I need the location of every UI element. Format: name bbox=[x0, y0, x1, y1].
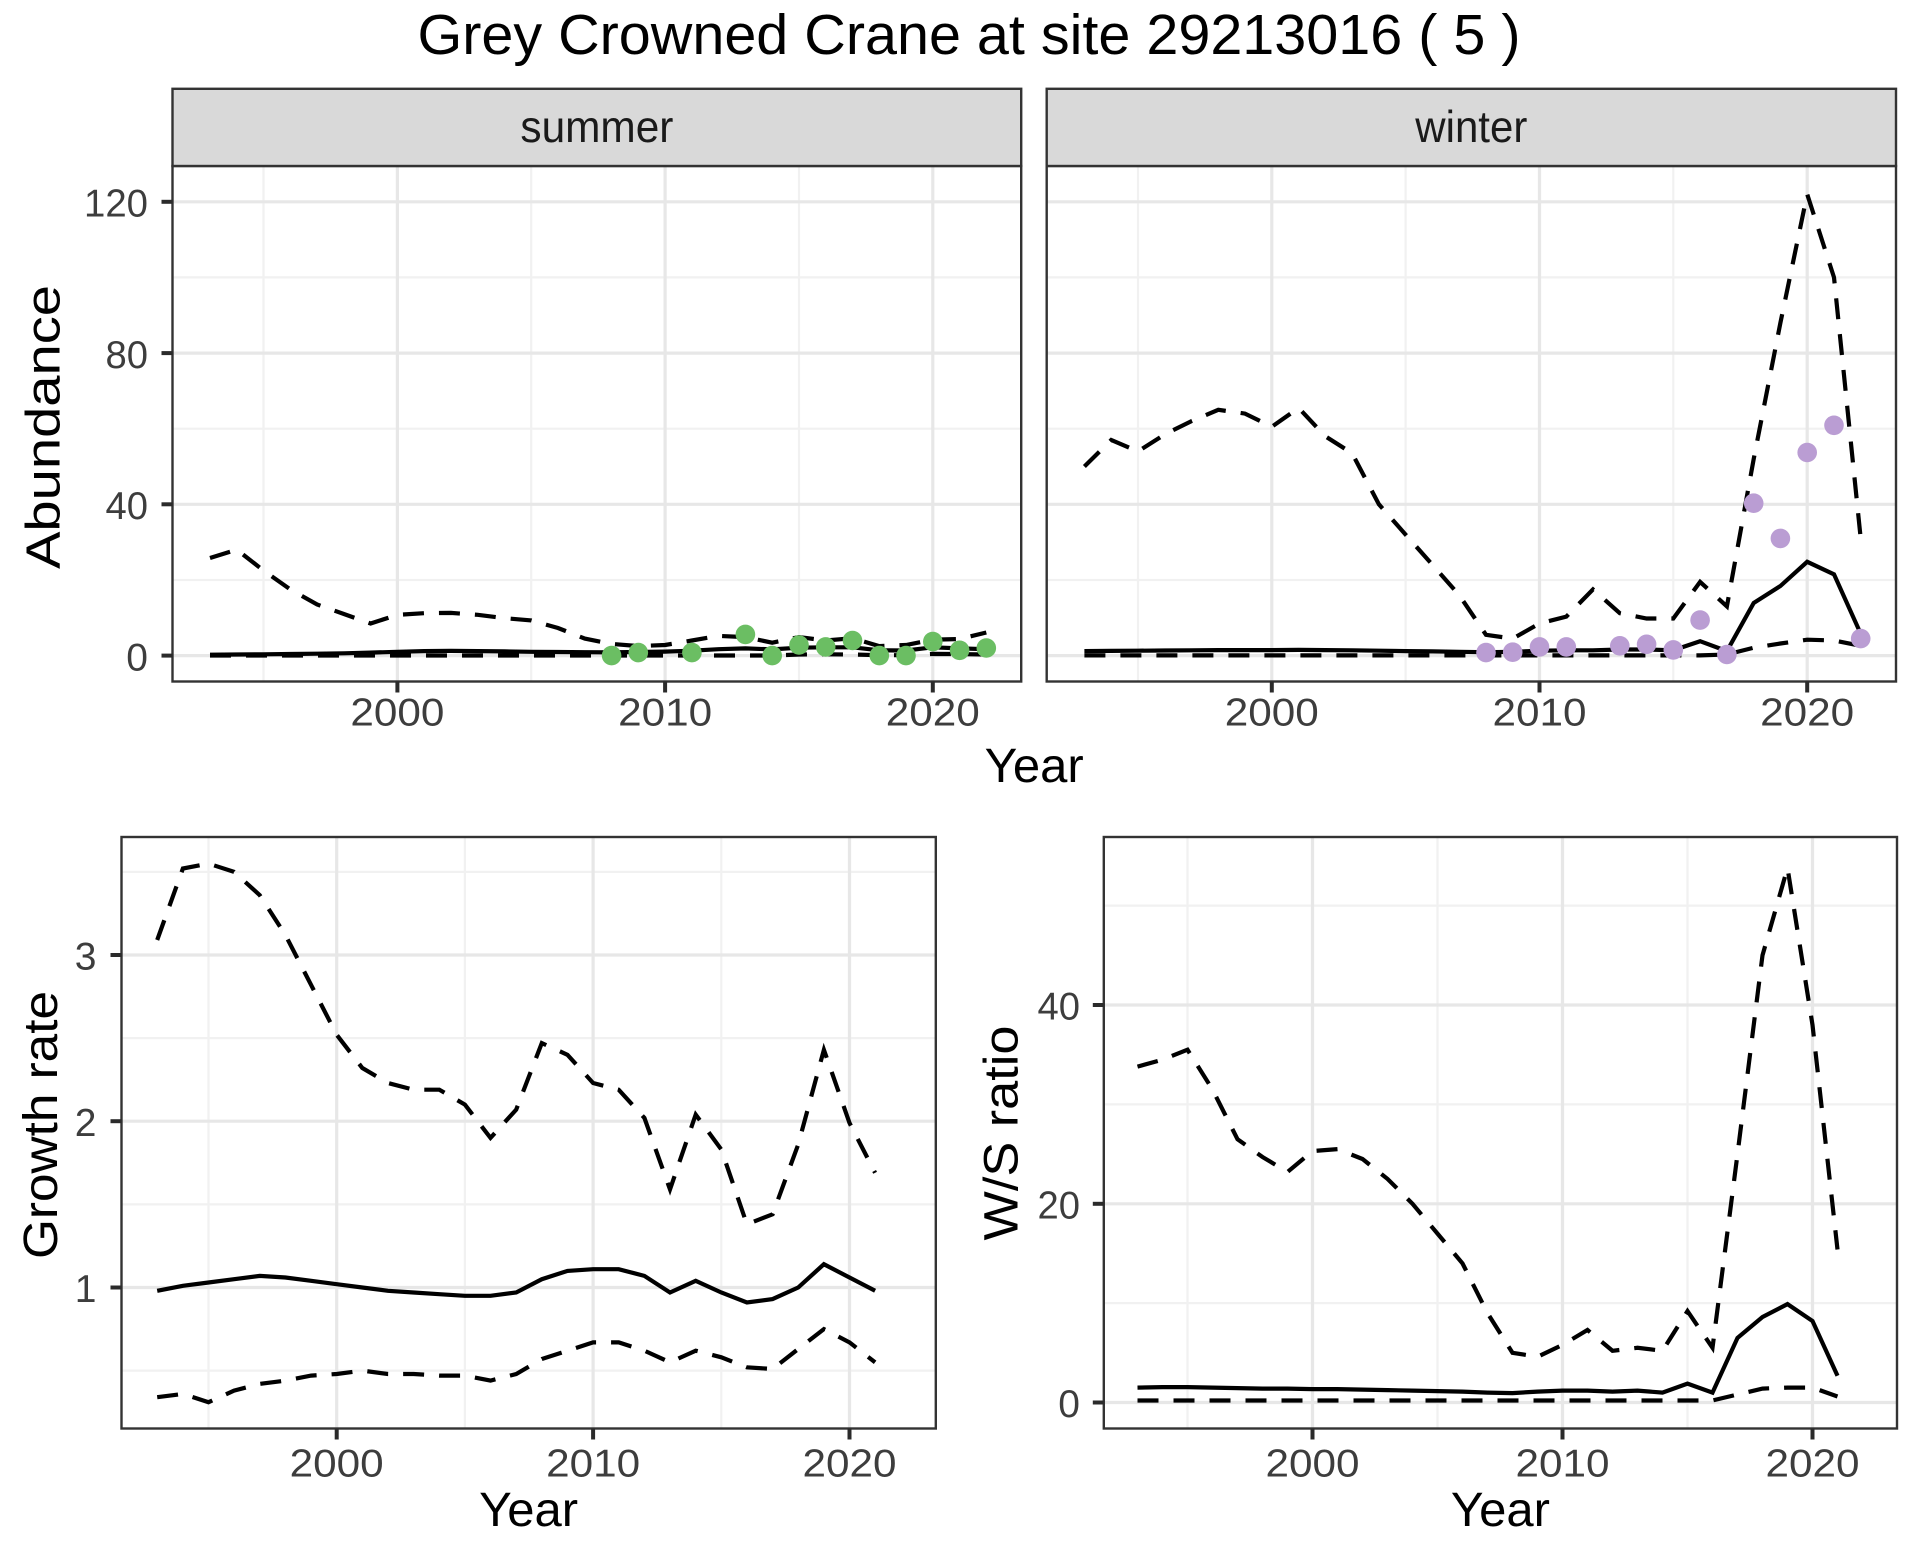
svg-text:Growth rate: Growth rate bbox=[14, 991, 68, 1259]
svg-text:1: 1 bbox=[75, 1268, 97, 1311]
svg-text:0: 0 bbox=[126, 636, 148, 679]
svg-text:Grey Crowned Crane at site 292: Grey Crowned Crane at site 29213016 ( 5 … bbox=[418, 3, 1521, 66]
svg-text:2010: 2010 bbox=[546, 1443, 640, 1486]
svg-text:winter: winter bbox=[1414, 103, 1527, 152]
svg-text:Year: Year bbox=[1451, 1483, 1550, 1537]
svg-text:20: 20 bbox=[1038, 1185, 1081, 1228]
svg-text:80: 80 bbox=[106, 334, 149, 377]
svg-text:2000: 2000 bbox=[290, 1443, 384, 1486]
svg-text:3: 3 bbox=[75, 936, 97, 979]
svg-text:2020: 2020 bbox=[803, 1443, 897, 1486]
svg-text:120: 120 bbox=[84, 183, 148, 226]
svg-text:2020: 2020 bbox=[1760, 692, 1854, 735]
svg-text:Abundance: Abundance bbox=[17, 285, 71, 569]
svg-text:2: 2 bbox=[75, 1102, 97, 1145]
svg-text:40: 40 bbox=[106, 485, 149, 528]
svg-text:2020: 2020 bbox=[886, 692, 980, 735]
svg-text:2010: 2010 bbox=[1516, 1443, 1610, 1486]
svg-text:2000: 2000 bbox=[350, 692, 444, 735]
svg-text:Year: Year bbox=[985, 739, 1084, 793]
svg-text:2020: 2020 bbox=[1766, 1443, 1860, 1486]
svg-text:2010: 2010 bbox=[618, 692, 712, 735]
svg-text:2010: 2010 bbox=[1493, 692, 1587, 735]
svg-text:W/S ratio: W/S ratio bbox=[975, 1026, 1029, 1241]
svg-text:summer: summer bbox=[520, 103, 673, 152]
svg-text:Year: Year bbox=[479, 1483, 578, 1537]
svg-text:2000: 2000 bbox=[1225, 692, 1319, 735]
svg-text:0: 0 bbox=[1058, 1383, 1080, 1426]
svg-text:2000: 2000 bbox=[1266, 1443, 1360, 1486]
svg-text:40: 40 bbox=[1038, 986, 1081, 1029]
